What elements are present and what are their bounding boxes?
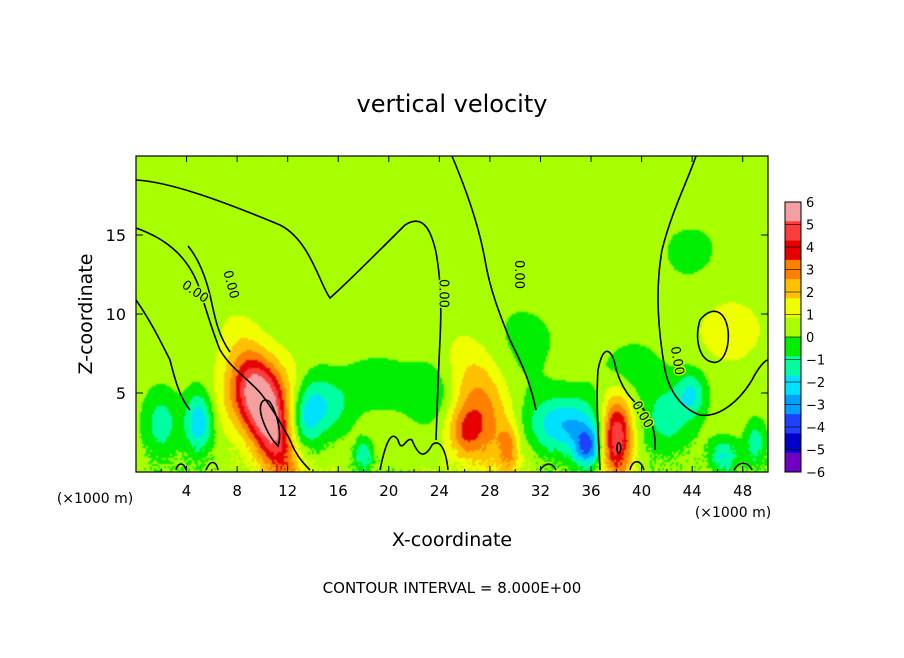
y-tick-label: 5 xyxy=(116,384,126,403)
colorbar-label: 0 xyxy=(806,331,814,346)
x-tick-label: 20 xyxy=(379,482,398,500)
x-tick-label: 24 xyxy=(430,482,449,500)
colorbar-swatch xyxy=(785,202,801,222)
contour-zero-right xyxy=(596,310,730,471)
contour-surface xyxy=(175,435,753,471)
contour-label: 0.00 xyxy=(511,260,526,289)
colorbar-swatch xyxy=(785,452,801,473)
colorbar-label: −5 xyxy=(806,444,825,459)
x-tick-label: 40 xyxy=(632,482,651,500)
x-tick-label: 12 xyxy=(278,482,297,500)
y-axis: 5 10 15 xyxy=(106,226,768,403)
contour-label: 0.00 xyxy=(435,279,450,308)
x-tick-label: 44 xyxy=(683,482,702,500)
colorbar-swatch xyxy=(785,433,801,454)
contour-interval-note: CONTOUR INTERVAL = 8.000E+00 xyxy=(323,579,582,597)
colorbar-label: 1 xyxy=(806,309,814,324)
colorbar-label: −3 xyxy=(806,399,825,414)
colorbar-label: 4 xyxy=(806,241,814,256)
colorbar-swatch xyxy=(785,221,801,242)
colorbar-swatch xyxy=(785,337,801,357)
colorbar-swatch xyxy=(785,298,801,319)
colorbar: 6 5 4 3 2 1 0 −1 −2 −3 −4 −5 −6 xyxy=(784,196,825,481)
x-tick-label: 8 xyxy=(232,482,242,500)
x-unit-left: (×1000 m) xyxy=(57,491,133,507)
x-axis: 4 8 12 16 20 24 28 32 36 40 44 48 xyxy=(160,156,752,500)
x-tick-label: 28 xyxy=(480,482,499,500)
y-tick-label: 10 xyxy=(106,305,126,324)
colorbar-label: 2 xyxy=(806,286,814,301)
contour-zero-upper xyxy=(136,156,768,441)
colorbar-label: 6 xyxy=(806,196,814,211)
colorbar-swatch xyxy=(785,317,801,338)
velocity-field xyxy=(136,156,768,472)
colorbar-label: −2 xyxy=(806,376,825,391)
x-tick-label: 48 xyxy=(733,482,752,500)
colorbar-label: 5 xyxy=(806,219,814,234)
colorbar-swatch xyxy=(785,240,801,261)
contour-zero-left xyxy=(136,227,311,471)
colorbar-swatch xyxy=(785,375,801,396)
colorbar-label: −4 xyxy=(806,421,825,436)
x-tick-label: 36 xyxy=(581,482,600,500)
contour-peak-right xyxy=(616,441,622,455)
colorbar-swatch xyxy=(785,279,801,299)
colorbar-label: −6 xyxy=(806,466,825,481)
contour-peak-left xyxy=(259,399,281,448)
colorbar-label: 3 xyxy=(806,264,814,279)
chart-title: vertical velocity xyxy=(357,90,548,118)
x-tick-label: 32 xyxy=(531,482,550,500)
contour-label: 0.00 xyxy=(667,345,687,376)
y-tick-label: 15 xyxy=(106,226,126,245)
colorbar-label: −1 xyxy=(806,354,825,369)
plot-area: 0.00 0.00 0.000.000.000.00 xyxy=(136,156,768,472)
x-tick-label: 16 xyxy=(329,482,348,500)
y-axis-label: Z-coordinate xyxy=(75,254,97,375)
x-tick-label: 4 xyxy=(182,482,192,500)
x-axis-label: X-coordinate xyxy=(392,529,512,551)
contour-lines xyxy=(136,156,768,471)
x-unit-right: (×1000 m) xyxy=(695,505,771,521)
colorbar-swatch xyxy=(785,356,801,377)
colorbar-swatch xyxy=(785,414,801,434)
